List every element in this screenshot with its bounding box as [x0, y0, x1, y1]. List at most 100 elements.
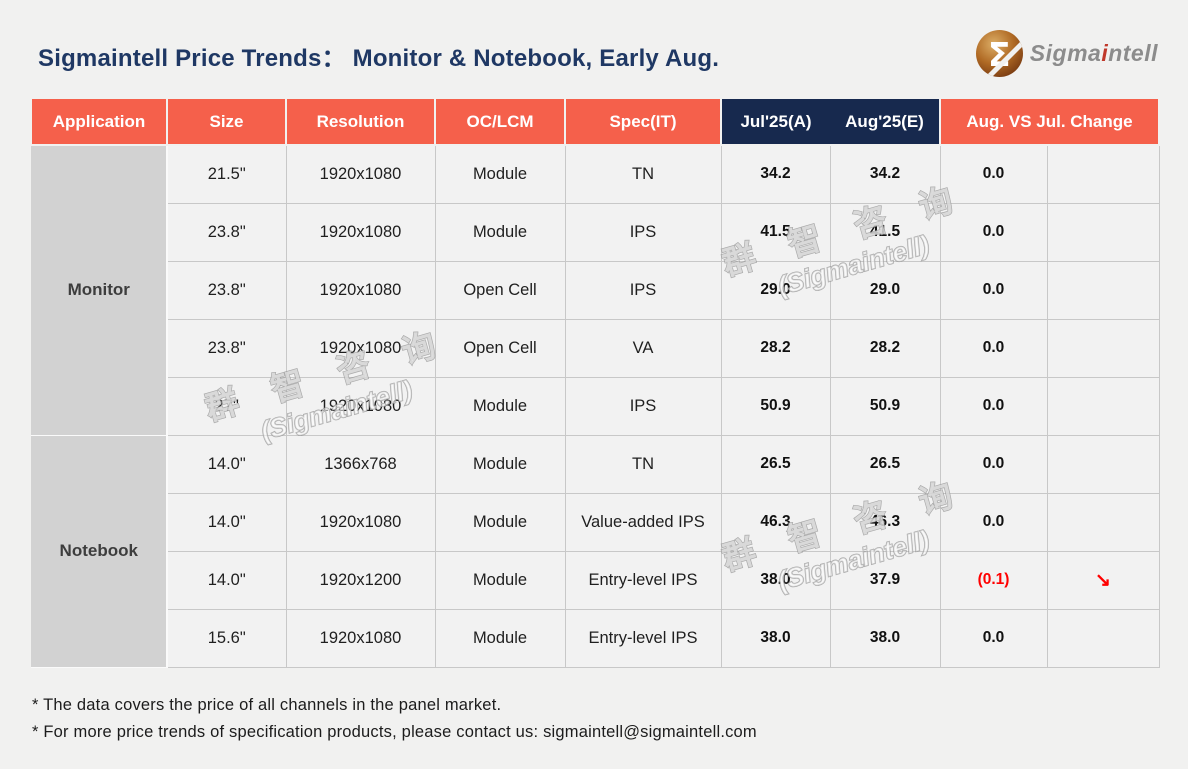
cell-jul: 41.5: [720, 202, 831, 262]
table-row: 23.8" 1920x1080 Module IPS 41.5 41.5 0.0: [31, 202, 1160, 262]
table-row: 15.6" 1920x1080 Module Entry-level IPS 3…: [31, 608, 1160, 668]
cell-change: 0.0: [939, 202, 1048, 262]
cell-aug: 46.3: [829, 492, 941, 552]
logo-wordmark-red-i: i: [1101, 40, 1109, 66]
cell-aug: 34.2: [829, 144, 941, 204]
cell-spec: Value-added IPS: [564, 492, 722, 552]
cell-trend-arrow: [1046, 318, 1160, 378]
cell-change: (0.1): [939, 550, 1048, 610]
table-row: Monitor 21.5" 1920x1080 Module TN 34.2 3…: [30, 144, 1160, 436]
cell-change: 0.0: [939, 376, 1048, 436]
cell-oclcm: Module: [434, 492, 566, 552]
cell-size: 23.8": [166, 260, 287, 320]
header-application: Application: [30, 97, 168, 146]
cell-resolution: 1920x1080: [285, 608, 436, 668]
table-row: 27" 1920x1080 Module IPS 50.9 50.9 0.0: [31, 376, 1160, 436]
cell-oclcm: Module: [434, 550, 566, 610]
cell-resolution: 1920x1080: [285, 144, 436, 204]
cell-oclcm: Module: [434, 202, 566, 262]
header-resolution: Resolution: [285, 97, 436, 146]
cell-jul: 28.2: [720, 318, 831, 378]
cell-change: 0.0: [939, 318, 1048, 378]
cell-oclcm: Module: [434, 376, 566, 436]
cell-spec: IPS: [564, 376, 722, 436]
cell-jul: 46.3: [720, 492, 831, 552]
header-change: Aug. VS Jul. Change: [939, 97, 1160, 146]
cell-spec: IPS: [564, 202, 722, 262]
table-row: 23.8" 1920x1080 Open Cell VA 28.2 28.2 0…: [31, 318, 1160, 378]
table-row: Notebook 14.0" 1366x768 Module TN 26.5 2…: [30, 434, 1160, 668]
price-trends-table: Application Size Resolution OC/LCM Spec(…: [30, 97, 1160, 668]
header-row: Application Size Resolution OC/LCM Spec(…: [30, 97, 1160, 146]
cell-trend-arrow-down: ↘: [1046, 550, 1160, 610]
cell-jul: 38.0: [720, 608, 831, 668]
header-spec: Spec(IT): [564, 97, 722, 146]
cell-jul: 29.0: [720, 260, 831, 320]
cell-change: 0.0: [939, 260, 1048, 320]
cell-change: 0.0: [939, 144, 1048, 204]
cell-resolution: 1920x1080: [285, 318, 436, 378]
cell-resolution: 1920x1080: [285, 260, 436, 320]
cell-oclcm: Module: [434, 608, 566, 668]
cell-resolution: 1920x1080: [285, 376, 436, 436]
cell-resolution: 1366x768: [285, 434, 436, 494]
cell-trend-arrow: [1046, 144, 1160, 204]
cell-aug: 29.0: [829, 260, 941, 320]
header-oclcm: OC/LCM: [434, 97, 566, 146]
cell-resolution: 1920x1080: [285, 492, 436, 552]
header-size: Size: [166, 97, 287, 146]
cell-aug: 41.5: [829, 202, 941, 262]
sigmaintell-logo-icon: Σ: [975, 30, 1023, 77]
sigma-icon: Σ: [988, 35, 1011, 74]
cell-aug: 28.2: [829, 318, 941, 378]
table-row: 23.8" 1920x1080 Open Cell IPS 29.0 29.0 …: [31, 260, 1160, 320]
sigmaintell-logo: Σ Sigmaintell: [975, 30, 1158, 77]
cell-jul: 50.9: [720, 376, 831, 436]
cell-trend-arrow: [1046, 492, 1160, 552]
cell-resolution: 1920x1200: [285, 550, 436, 610]
table-row: 14.0" 1920x1200 Module Entry-level IPS 3…: [31, 550, 1160, 610]
footnote-contact: * For more price trends of specification…: [32, 723, 757, 741]
logo-wordmark: Sigmaintell: [1030, 40, 1158, 67]
cell-trend-arrow: [1046, 202, 1160, 262]
cell-aug: 26.5: [829, 434, 941, 494]
cell-size: 15.6": [166, 608, 287, 668]
cell-trend-arrow: [1046, 260, 1160, 320]
header-jul25: Jul'25(A): [720, 97, 830, 146]
cell-change: 0.0: [939, 492, 1048, 552]
cell-size: 23.8": [166, 318, 287, 378]
cell-aug: 38.0: [829, 608, 941, 668]
cell-size: 23.8": [166, 202, 287, 262]
logo-wordmark-part1: Sigma: [1029, 40, 1102, 66]
cell-resolution: 1920x1080: [285, 202, 436, 262]
cell-spec: VA: [564, 318, 722, 378]
cell-spec: IPS: [564, 260, 722, 320]
cell-oclcm: Module: [434, 434, 566, 494]
group-notebook: Notebook: [30, 434, 168, 668]
cell-size: 14.0": [166, 434, 287, 494]
footnote-coverage: * The data covers the price of all chann…: [32, 696, 502, 714]
cell-spec: Entry-level IPS: [564, 550, 722, 610]
table-row: 14.0" 1920x1080 Module Value-added IPS 4…: [31, 492, 1160, 552]
cell-oclcm: Open Cell: [434, 260, 566, 320]
cell-jul: 26.5: [720, 434, 831, 494]
cell-spec: TN: [564, 144, 722, 204]
logo-wordmark-part2: ntell: [1108, 40, 1158, 66]
cell-jul: 34.2: [720, 144, 831, 204]
cell-jul: 38.0: [720, 550, 831, 610]
cell-size: 14.0": [166, 550, 287, 610]
cell-spec: Entry-level IPS: [564, 608, 722, 668]
cell-trend-arrow: [1046, 376, 1160, 436]
cell-trend-arrow: [1046, 608, 1160, 668]
footnotes: * The data covers the price of all chann…: [32, 692, 757, 746]
cell-aug: 50.9: [829, 376, 941, 436]
cell-size: 14.0": [166, 492, 287, 552]
cell-size: 27": [166, 376, 287, 436]
cell-trend-arrow: [1046, 434, 1160, 494]
cell-aug: 37.9: [829, 550, 941, 610]
cell-change: 0.0: [939, 608, 1048, 668]
header-aug25: Aug'25(E): [830, 97, 941, 146]
cell-oclcm: Open Cell: [434, 318, 566, 378]
cell-change: 0.0: [939, 434, 1048, 494]
group-monitor: Monitor: [30, 144, 168, 436]
